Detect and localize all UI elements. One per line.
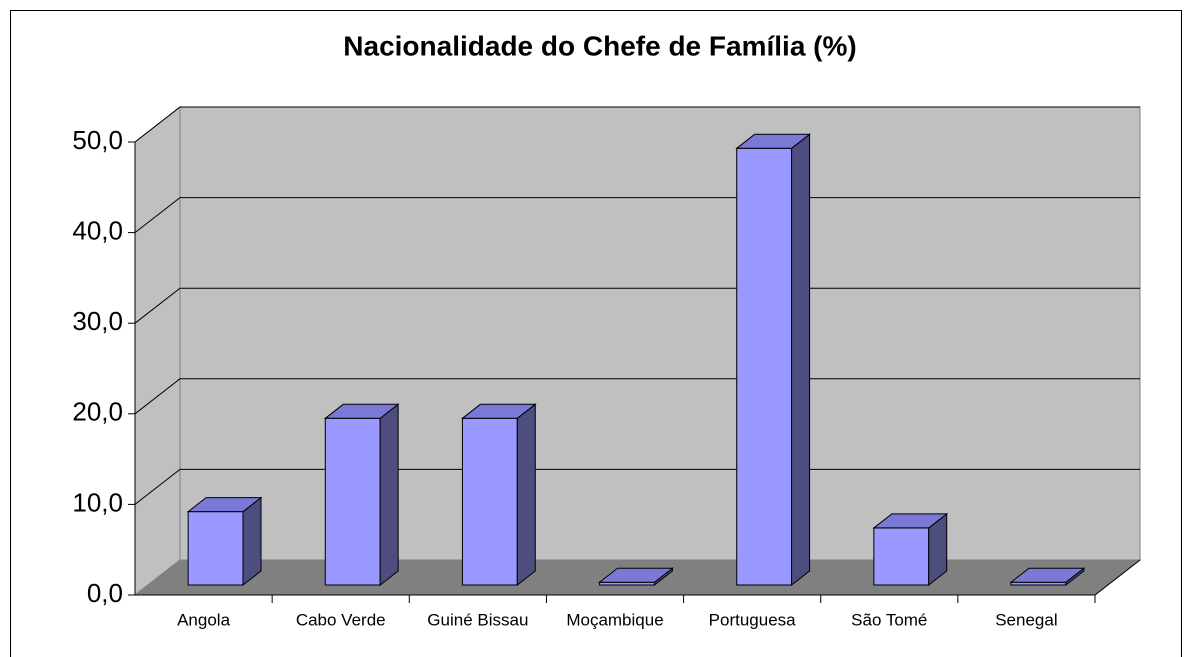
bar-top [1009, 567, 1086, 583]
y-tick-label: 10,0 [72, 487, 123, 517]
bar-top [186, 497, 263, 513]
y-tick-label: 0,0 [87, 578, 123, 608]
bar [873, 527, 930, 586]
grid-line [134, 106, 1140, 143]
chart-title: Nacionalidade do Chefe de Família (%) [343, 30, 856, 61]
back-wall [179, 106, 1141, 561]
bar-side [791, 133, 811, 587]
x-tick-label: São Tomé [851, 610, 927, 629]
x-tick-label: Cabo Verde [296, 610, 386, 629]
y-tick-label: 50,0 [72, 125, 123, 155]
bar-top [598, 567, 674, 583]
grid-line [134, 378, 1140, 415]
bar [187, 511, 244, 586]
side-wall [134, 105, 181, 597]
x-tick-label: Portuguesa [709, 610, 796, 629]
x-tick-label: Moçambique [566, 610, 663, 629]
bar [736, 147, 793, 586]
bar-top [460, 403, 537, 419]
bar [461, 417, 518, 586]
bar-side [516, 403, 536, 587]
x-tick-label: Angola [177, 610, 230, 629]
grid-line [134, 468, 1140, 505]
y-tick-label: 30,0 [72, 306, 123, 336]
bar-top [735, 133, 812, 149]
grid-line [134, 197, 1140, 233]
x-tick-label: Guiné Bissau [427, 610, 528, 629]
bar-side [242, 496, 262, 587]
bar [324, 417, 381, 586]
y-tick-label: 40,0 [72, 215, 123, 245]
bar-top [323, 403, 400, 419]
x-tick-label: Senegal [995, 610, 1057, 629]
bar-top [872, 513, 949, 529]
bar-side [379, 403, 399, 587]
y-tick-label: 20,0 [72, 397, 123, 427]
grid-line [134, 287, 1140, 324]
